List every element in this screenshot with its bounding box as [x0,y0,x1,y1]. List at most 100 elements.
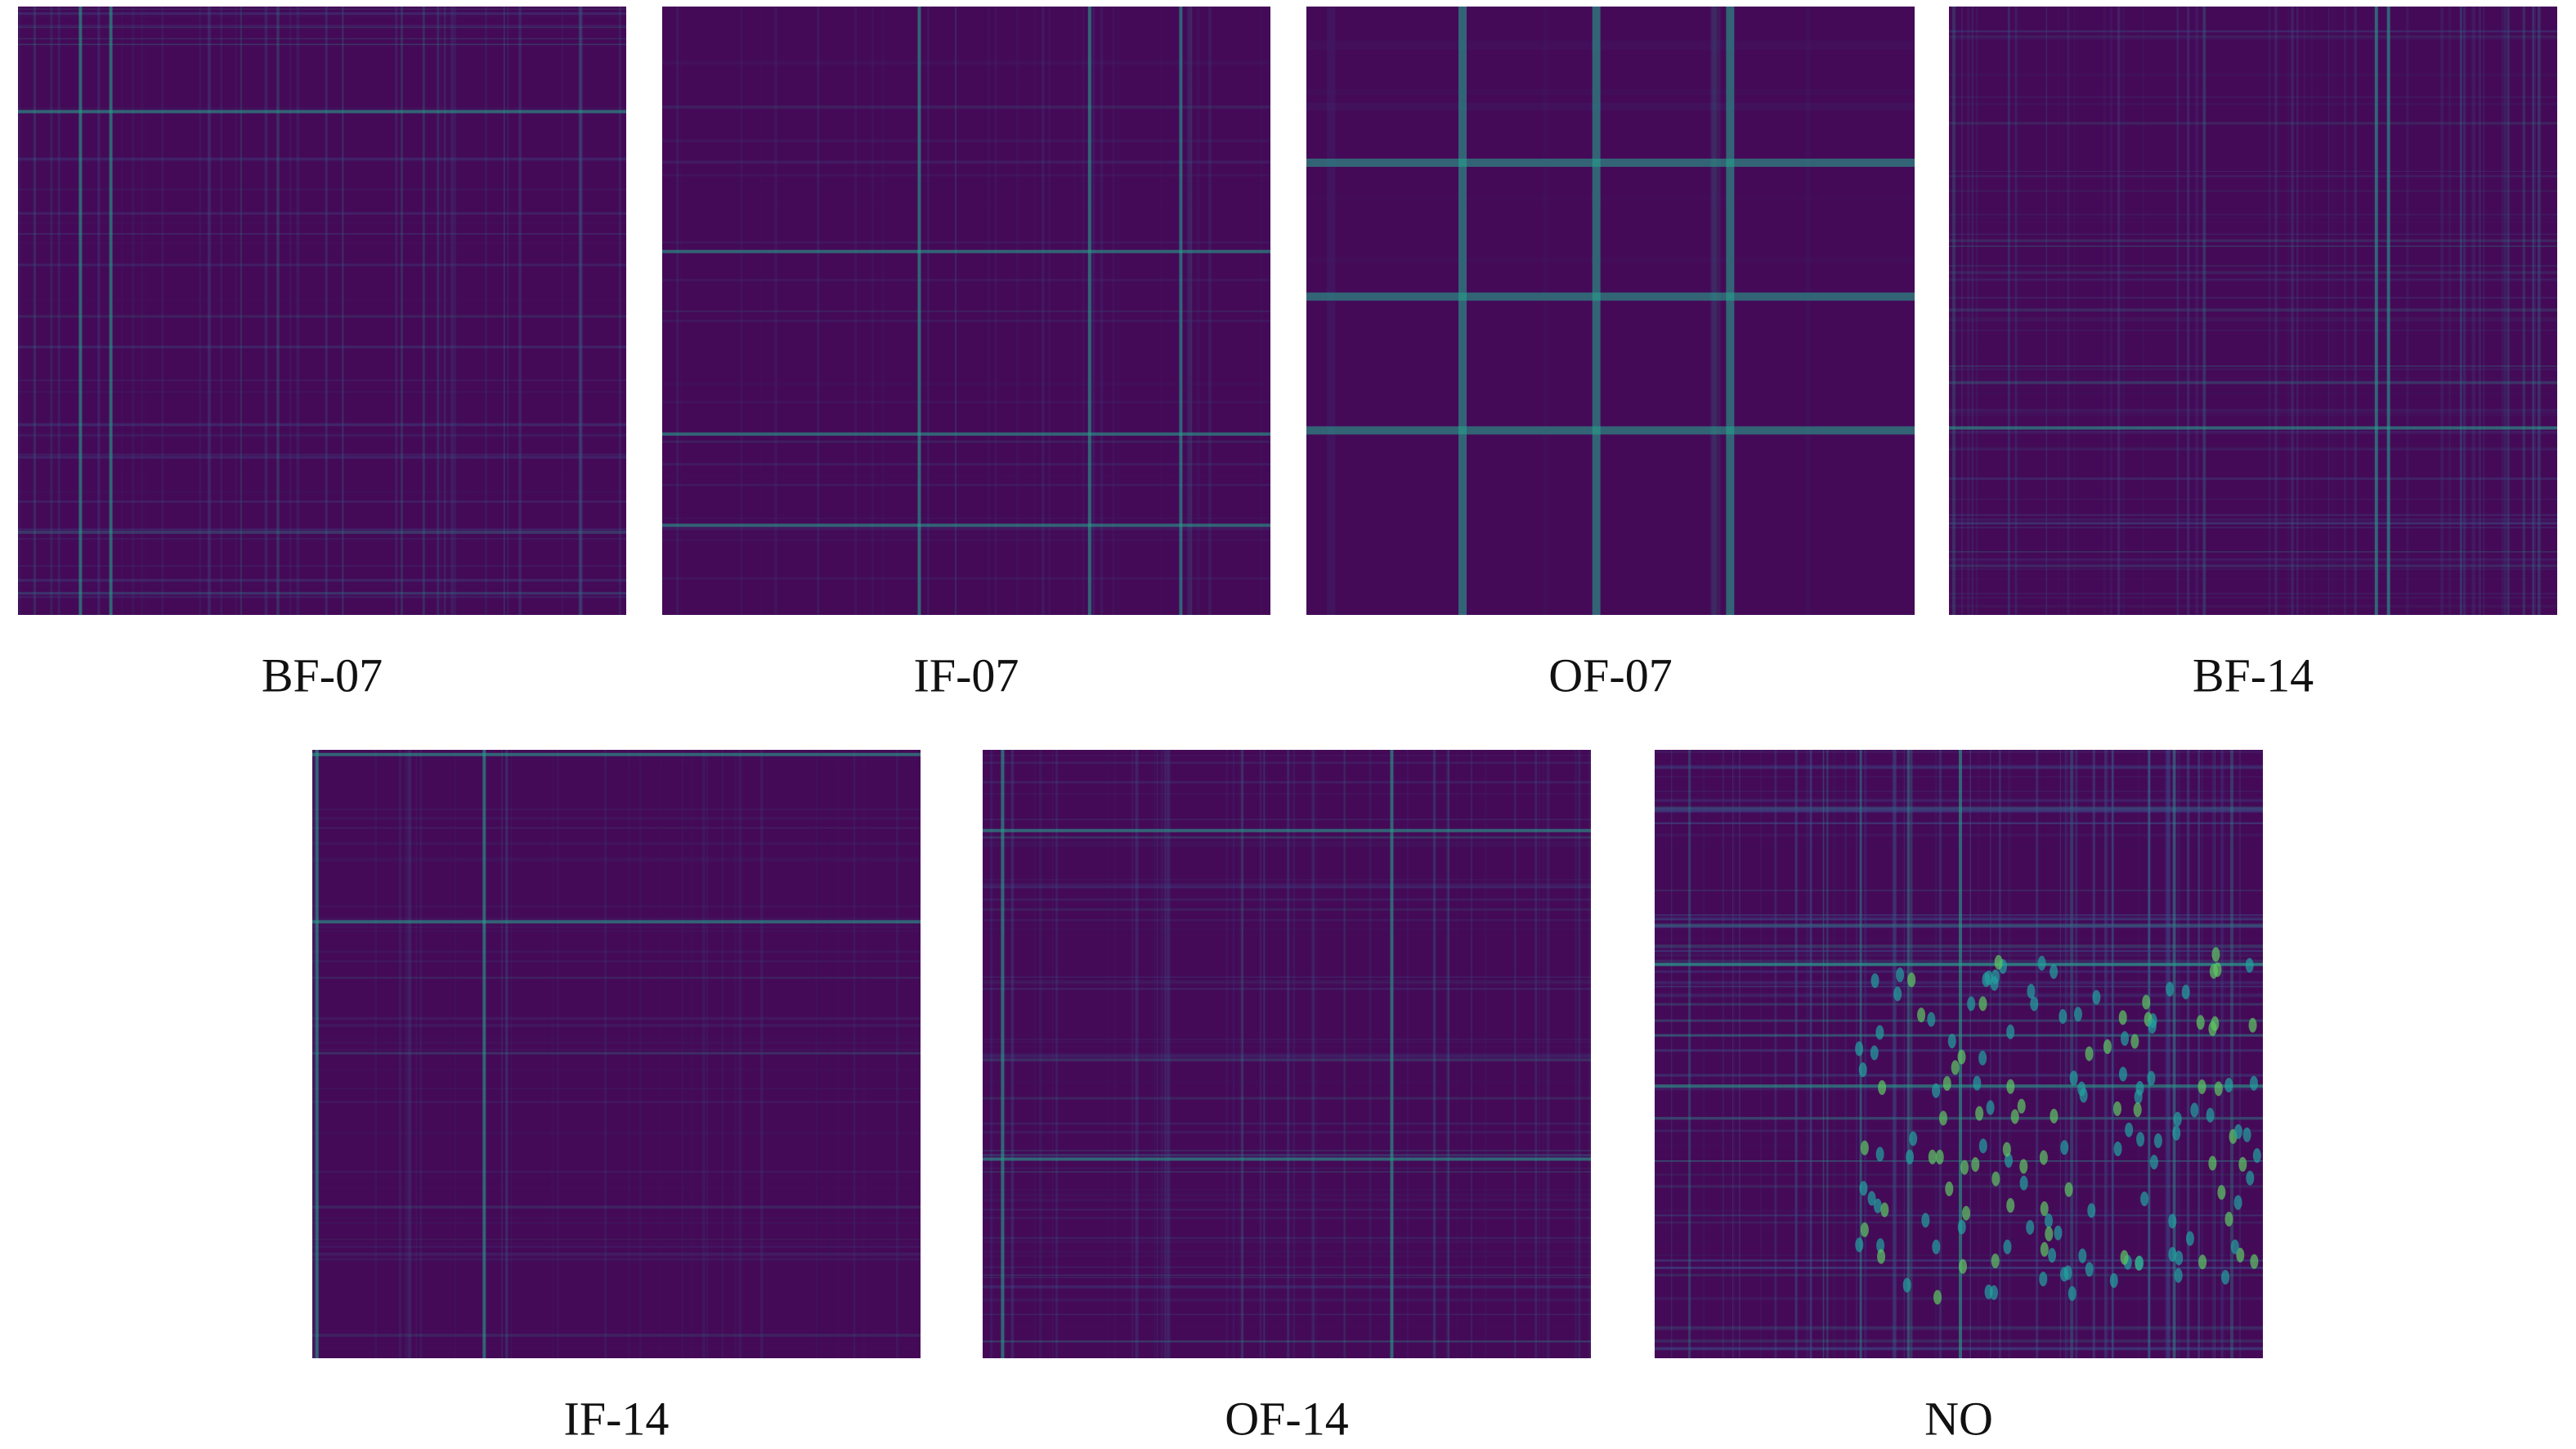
stripe [1949,392,2557,394]
stripe [312,950,921,953]
bright-spot [2006,1024,2015,1039]
stripe [691,750,692,1358]
bright-spot [2113,1141,2122,1156]
stripe [2059,750,2062,1358]
stripe [1135,750,1139,1358]
bright-spot [1859,1181,1868,1196]
bright-spot [2003,1239,2012,1254]
stripe [2268,7,2271,615]
stripe [1805,750,1809,1358]
bright-spot [2059,1009,2068,1025]
stripe [983,1058,1591,1062]
stripe [1990,750,1991,1358]
bright-spot [2224,1211,2233,1227]
bright-spot [2245,958,2254,973]
stripe [983,1039,1591,1040]
stripe [983,1169,1591,1171]
stripe [983,1274,1591,1276]
heatmap-body [312,750,921,1358]
stripe [1961,7,1963,615]
bright-spot [1967,996,1976,1012]
bright-spot [1932,1083,1941,1098]
stripe [2009,7,2010,615]
stripe [450,7,453,615]
bright-spot [2246,1170,2255,1186]
bright-spot [2125,1122,2134,1137]
stripe [1863,750,1867,1358]
stripe [1893,750,1897,1358]
stripe [1949,381,2557,384]
bright-spot [1932,1239,1941,1254]
bright-spot [2238,1156,2247,1172]
stripe [2462,7,2466,615]
strong-stripe [983,828,1591,832]
stripe [312,1068,921,1071]
stripe [983,1189,1591,1191]
stripe [207,7,211,615]
strong-stripe [1179,7,1183,615]
stripe [1720,750,1722,1358]
stripe [1433,750,1435,1358]
stripe [1966,7,1969,615]
stripe [1949,73,2557,77]
stripe [2148,750,2151,1358]
heatmap-body [1949,7,2557,615]
bright-spot [2054,1225,2063,1240]
stripe [1010,750,1015,1358]
bright-spot [2006,1198,2015,1213]
heatmap-background [983,750,1591,1358]
stripe [2274,7,2278,615]
heatmap-body [983,750,1591,1358]
stripe [1702,750,1705,1358]
stripe [2109,7,2112,615]
stripe [1949,597,2557,599]
bright-spot [2017,1098,2026,1114]
stripe [141,7,144,615]
stripe [1949,96,2557,98]
stripe [738,750,742,1358]
stripe [1949,385,2557,388]
stripe [1949,564,2557,567]
stripe [312,1088,921,1090]
stripe [827,750,830,1358]
stripe [1949,239,2557,243]
stripe [1034,7,1036,615]
stripe [2478,7,2481,615]
bright-spot [2249,1075,2258,1091]
stripe [312,1252,921,1254]
stripe [1949,233,2557,236]
stripe [1733,750,1736,1358]
bright-spot [2069,1070,2078,1086]
stripe [1826,750,1829,1358]
stripe [983,1202,1591,1203]
stripe [983,1199,1591,1202]
bright-spot [2197,1079,2206,1094]
stripe [2532,7,2534,615]
bright-spot [2242,1127,2251,1142]
stripe [983,1275,1591,1277]
bright-spot [2039,1272,2048,1287]
stripe [1949,499,2557,500]
stripe [1306,88,1915,95]
stripe [1131,750,1134,1358]
bright-spot [1906,1149,1915,1164]
stripe [312,976,921,979]
stripe [1949,410,2557,413]
bright-spot [2172,1125,2181,1141]
stripe [1949,122,2557,125]
stripe [983,836,1591,839]
bright-spot [1858,1062,1867,1078]
stripe [2440,7,2444,615]
strong-stripe [917,7,921,615]
stripe [1864,750,1867,1358]
bright-spot [1909,1131,1918,1146]
bright-spot [2019,1175,2028,1191]
stripe [240,7,242,615]
bright-spot [2087,1203,2096,1218]
stripe [18,432,626,434]
stripe [1949,38,2557,39]
stripe [505,750,508,1358]
stripe [2147,750,2150,1358]
stripe [145,7,147,615]
strong-stripe [1592,7,1601,615]
